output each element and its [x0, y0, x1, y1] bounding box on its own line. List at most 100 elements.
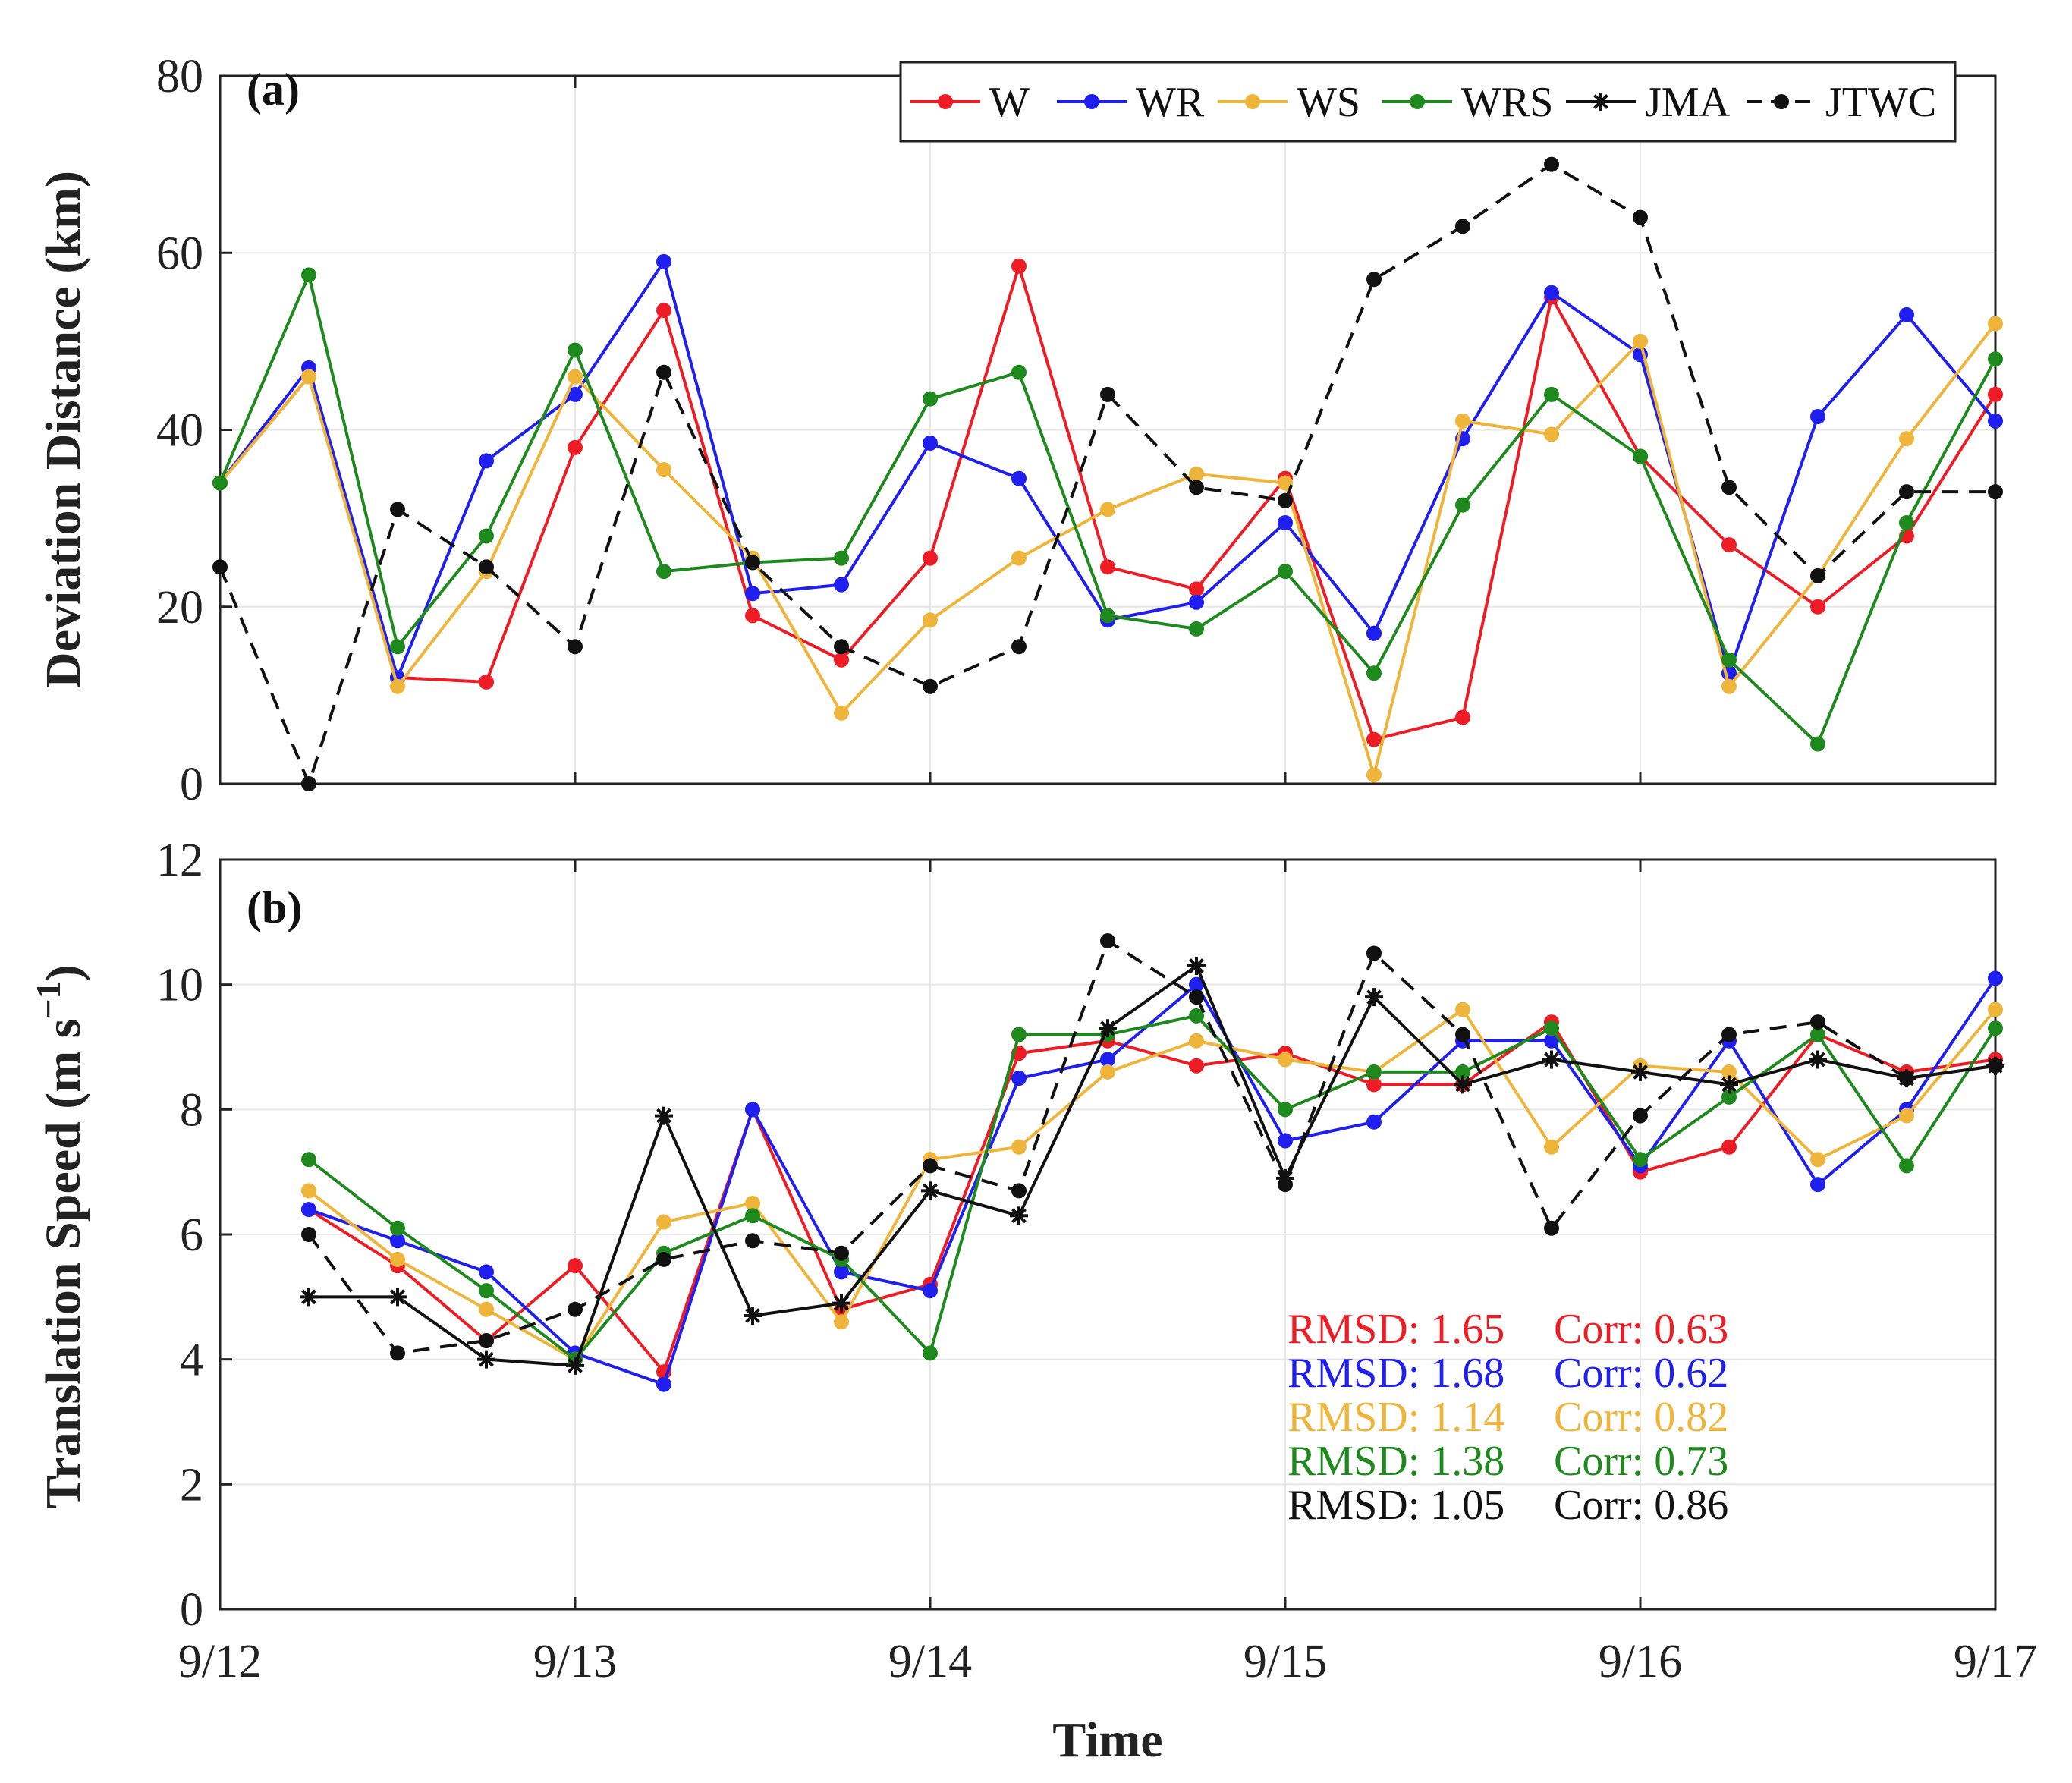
- data-point: [1810, 599, 1825, 615]
- data-point: [1366, 625, 1382, 641]
- data-point: [301, 776, 316, 791]
- data-point: [1544, 386, 1559, 402]
- data-point: [656, 303, 671, 319]
- data-point: [1899, 307, 1914, 322]
- data-point: [656, 253, 671, 269]
- legend-item-w: W: [910, 79, 1030, 126]
- data-point: [479, 1301, 494, 1317]
- data-point: [1899, 484, 1914, 500]
- data-point: [834, 652, 849, 668]
- data-point: [1011, 470, 1027, 486]
- x-tick-labels: 9/12 9/13 9/14 9/15 9/16 9/17: [178, 1636, 2037, 1687]
- data-point: [1544, 1033, 1559, 1049]
- data-point: [390, 1251, 405, 1267]
- x-tick-label: 9/16: [1599, 1636, 1682, 1687]
- data-point: [745, 1208, 760, 1224]
- data-point: [1455, 413, 1470, 429]
- data-point: [479, 528, 494, 544]
- data-point: [1810, 736, 1825, 752]
- rmsd-wrs: RMSD: 1.38: [1288, 1438, 1504, 1485]
- data-point: [1011, 1139, 1027, 1155]
- data-point: [656, 1214, 671, 1230]
- data-point: [479, 559, 494, 575]
- legend-marker: [1774, 94, 1789, 109]
- data-point: [923, 1158, 938, 1174]
- data-point: [834, 550, 849, 566]
- data-point: [212, 475, 228, 491]
- data-point: [479, 1264, 494, 1280]
- panel-label-a: (a): [247, 64, 300, 115]
- y-tick-label: 10: [156, 960, 203, 1011]
- data-point: [1278, 1133, 1293, 1149]
- y-tick-label: 2: [180, 1459, 203, 1511]
- y-tick-label: 12: [156, 835, 203, 886]
- x-tick-label: 9/15: [1244, 1636, 1327, 1687]
- data-point: [1633, 209, 1648, 225]
- data-point: [1899, 1108, 1914, 1124]
- data-point: [1099, 1019, 1117, 1038]
- y-axis-label-a: Deviation Distance (km): [36, 171, 91, 688]
- data-point: [390, 678, 405, 694]
- data-point: [1100, 608, 1115, 624]
- data-point: [1631, 1062, 1649, 1081]
- data-point: [1544, 1020, 1559, 1036]
- series-b: [300, 933, 2004, 1392]
- y-ticks-a: 0 20 40 60 80: [156, 51, 232, 810]
- data-point: [923, 1345, 938, 1361]
- data-point: [1455, 1002, 1470, 1017]
- data-point: [1810, 1177, 1825, 1193]
- y-axis-label-b: Translation Speed (m s−1): [29, 964, 91, 1508]
- data-point: [1278, 1052, 1293, 1068]
- data-point: [1100, 933, 1115, 949]
- data-point: [1189, 594, 1204, 610]
- corr-w: Corr: 0.63: [1554, 1306, 1728, 1353]
- data-point: [1988, 351, 2003, 367]
- data-point: [1544, 1220, 1559, 1236]
- legend-item-jtwc: JTWC: [1747, 79, 1936, 126]
- data-point: [1278, 564, 1293, 580]
- data-point: [921, 1181, 939, 1200]
- data-point: [1988, 1002, 2003, 1017]
- data-point: [745, 1102, 760, 1118]
- rmsd-jma: RMSD: 1.05: [1288, 1482, 1504, 1529]
- legend-marker: [938, 94, 953, 109]
- data-point: [301, 267, 316, 283]
- data-point: [834, 577, 849, 593]
- data-point: [1366, 767, 1382, 783]
- y-tick-label: 6: [180, 1209, 203, 1261]
- data-point: [1899, 431, 1914, 447]
- rmsd-wr: RMSD: 1.68: [1288, 1350, 1504, 1397]
- data-point: [300, 1288, 318, 1307]
- data-point: [745, 1195, 760, 1211]
- y-tick-label: 4: [180, 1335, 203, 1386]
- data-point: [388, 1288, 407, 1307]
- data-point: [1189, 1008, 1204, 1024]
- series-a: [212, 156, 2003, 791]
- data-point: [745, 1233, 760, 1249]
- data-point: [923, 1283, 938, 1299]
- data-point: [479, 453, 494, 469]
- data-point: [1544, 156, 1559, 172]
- y-axis-label-b-sup: −1: [29, 981, 68, 1018]
- data-point: [656, 564, 671, 580]
- x-tick-label: 9/14: [888, 1636, 972, 1687]
- series-line-jtwc: [307, 939, 1996, 1355]
- data-point: [656, 1376, 671, 1392]
- data-point: [1455, 709, 1470, 725]
- data-point: [1011, 639, 1027, 655]
- data-point: [1721, 1027, 1737, 1042]
- data-point: [923, 612, 938, 628]
- y-tick-label: 0: [180, 1584, 203, 1636]
- corr-jma: Corr: 0.86: [1554, 1482, 1728, 1529]
- legend-items: W WR WS WRS JMA JTWC: [910, 79, 1936, 126]
- data-point: [1454, 1075, 1472, 1094]
- data-point: [745, 608, 760, 624]
- data-point: [1810, 409, 1825, 425]
- legend-item-wr: WR: [1057, 79, 1205, 126]
- rmsd-ws: RMSD: 1.14: [1288, 1394, 1504, 1441]
- data-point: [1366, 1077, 1382, 1093]
- data-point: [1011, 550, 1027, 566]
- series-wr: [301, 970, 2003, 1392]
